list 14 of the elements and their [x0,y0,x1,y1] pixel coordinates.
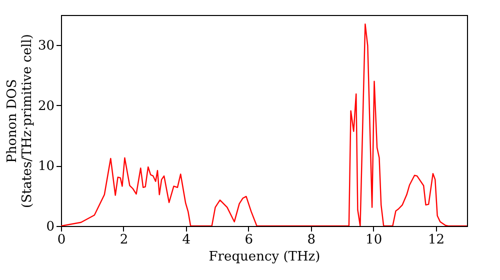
x-tick-label: 4 [182,232,191,248]
y-tick-label: 30 [38,38,54,54]
x-tick-label: 6 [244,232,254,248]
x-tick-label: 8 [307,232,316,248]
x-tick-label: 10 [366,232,382,248]
line-series [61,23,467,226]
y-tick-label: 0 [46,220,54,234]
x-tick-label: 12 [428,232,445,248]
x-tick-label: 2 [120,232,128,248]
y-tick-label: 20 [38,98,54,114]
y-axis-title: Phonon DOS (States/THz·primitive cell) [4,34,35,208]
y-tick-label: 10 [38,159,54,174]
x-axis-title: Frequency (THz) [208,250,320,264]
x-tick-label: 0 [57,232,66,248]
